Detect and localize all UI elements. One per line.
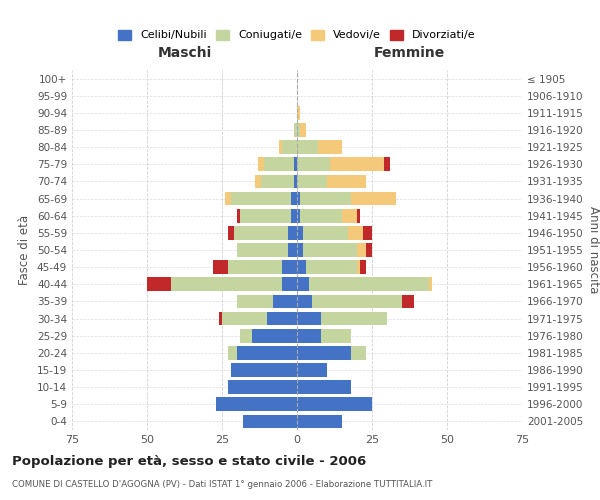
Bar [351, 192, 396, 205]
Bar [147, 278, 171, 291]
Bar [237, 209, 240, 222]
Bar [294, 158, 297, 171]
Bar [267, 312, 297, 326]
Bar [303, 226, 348, 239]
Bar [219, 312, 222, 326]
Bar [303, 243, 357, 257]
Bar [297, 158, 330, 171]
Bar [309, 278, 429, 291]
Bar [318, 140, 342, 154]
Bar [297, 192, 300, 205]
Bar [297, 398, 372, 411]
Bar [252, 329, 297, 342]
Bar [363, 226, 372, 239]
Y-axis label: Anni di nascita: Anni di nascita [587, 206, 600, 294]
Bar [327, 174, 366, 188]
Bar [297, 174, 327, 188]
Bar [288, 243, 297, 257]
Bar [243, 414, 297, 428]
Bar [297, 294, 312, 308]
Bar [171, 278, 282, 291]
Bar [297, 380, 351, 394]
Bar [348, 226, 363, 239]
Bar [297, 106, 300, 120]
Bar [282, 278, 297, 291]
Bar [297, 329, 321, 342]
Bar [357, 260, 360, 274]
Bar [273, 294, 297, 308]
Bar [228, 226, 234, 239]
Bar [294, 123, 297, 137]
Y-axis label: Fasce di età: Fasce di età [19, 215, 31, 285]
Bar [297, 363, 327, 377]
Bar [402, 294, 414, 308]
Bar [216, 398, 297, 411]
Bar [228, 380, 297, 394]
Bar [321, 329, 351, 342]
Bar [237, 294, 273, 308]
Bar [297, 243, 303, 257]
Bar [300, 209, 342, 222]
Bar [342, 209, 357, 222]
Bar [357, 243, 366, 257]
Bar [297, 346, 351, 360]
Legend: Celibi/Nubili, Coniugati/e, Vedovi/e, Divorziati/e: Celibi/Nubili, Coniugati/e, Vedovi/e, Di… [114, 25, 480, 45]
Bar [429, 278, 432, 291]
Bar [240, 209, 291, 222]
Bar [228, 346, 237, 360]
Bar [255, 174, 261, 188]
Bar [240, 329, 252, 342]
Bar [264, 158, 294, 171]
Text: Maschi: Maschi [157, 46, 212, 60]
Bar [261, 174, 294, 188]
Bar [300, 192, 351, 205]
Bar [297, 260, 306, 274]
Bar [297, 123, 300, 137]
Bar [312, 294, 402, 308]
Text: COMUNE DI CASTELLO D'AGOGNA (PV) - Dati ISTAT 1° gennaio 2006 - Elaborazione TUT: COMUNE DI CASTELLO D'AGOGNA (PV) - Dati … [12, 480, 433, 489]
Bar [297, 312, 321, 326]
Bar [297, 140, 318, 154]
Bar [291, 192, 297, 205]
Bar [231, 363, 297, 377]
Bar [282, 140, 297, 154]
Text: Popolazione per età, sesso e stato civile - 2006: Popolazione per età, sesso e stato civil… [12, 455, 366, 468]
Bar [366, 243, 372, 257]
Bar [225, 192, 231, 205]
Bar [384, 158, 390, 171]
Bar [228, 260, 282, 274]
Bar [288, 226, 297, 239]
Bar [297, 278, 309, 291]
Bar [282, 260, 297, 274]
Bar [321, 312, 387, 326]
Bar [294, 174, 297, 188]
Bar [297, 209, 300, 222]
Bar [291, 209, 297, 222]
Bar [360, 260, 366, 274]
Bar [237, 243, 288, 257]
Bar [300, 123, 306, 137]
Bar [297, 226, 303, 239]
Bar [258, 158, 264, 171]
Bar [237, 346, 297, 360]
Bar [330, 158, 384, 171]
Bar [234, 226, 288, 239]
Bar [279, 140, 282, 154]
Text: Femmine: Femmine [374, 46, 445, 60]
Bar [306, 260, 357, 274]
Bar [297, 414, 342, 428]
Bar [351, 346, 366, 360]
Bar [357, 209, 360, 222]
Bar [213, 260, 228, 274]
Bar [231, 192, 291, 205]
Bar [222, 312, 267, 326]
